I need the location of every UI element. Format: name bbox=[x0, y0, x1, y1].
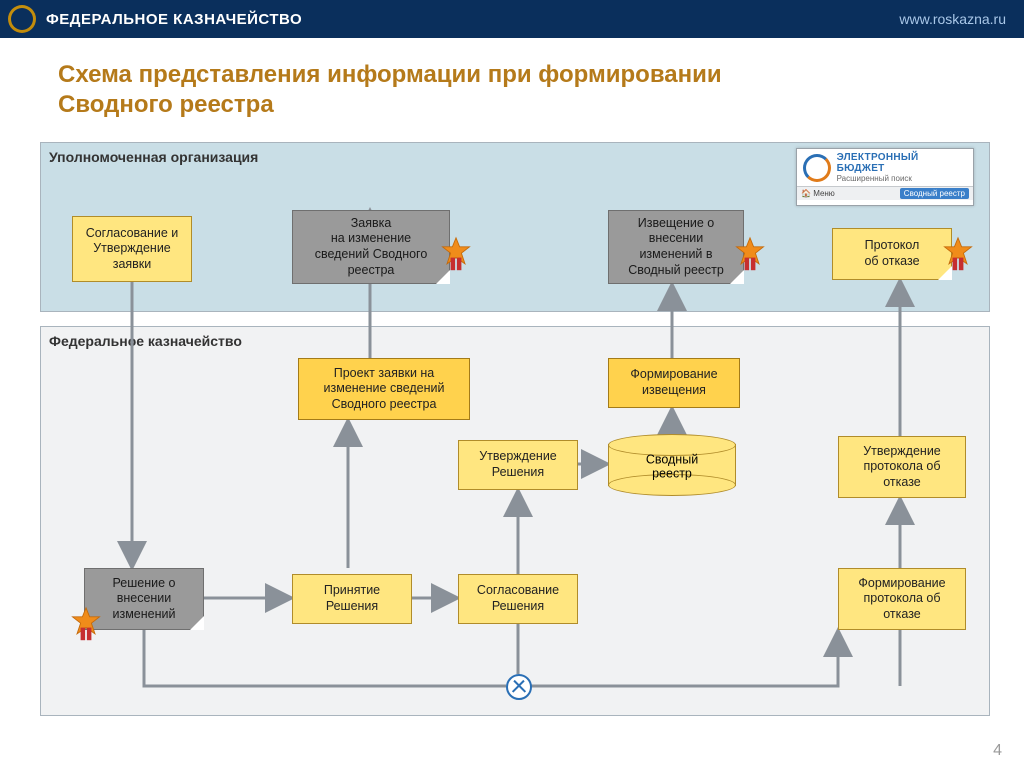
node-n5: Проект заявки наизменение сведенийСводно… bbox=[298, 358, 470, 420]
swimlane-bottom-label: Федеральное казначейство bbox=[49, 333, 242, 349]
node-n3: Извещение овнесенииизменений вСводный ре… bbox=[608, 210, 744, 284]
header-url: www.roskazna.ru bbox=[899, 11, 1006, 27]
badge-icon bbox=[438, 236, 474, 272]
widget-logo-icon bbox=[803, 154, 831, 182]
page-number: 4 bbox=[993, 742, 1002, 760]
swimlane-top-label: Уполномоченная организация bbox=[49, 149, 258, 165]
widget-bottom-bar: 🏠 Меню Сводный реестр bbox=[797, 186, 973, 200]
node-n9: Утверждениепротокола оботказе bbox=[838, 436, 966, 498]
node-n8: Сводныйреестр bbox=[608, 434, 736, 496]
node-n6: Формированиеизвещения bbox=[608, 358, 740, 408]
slide-title: Схема представления информации при форми… bbox=[58, 60, 722, 120]
node-n13: Формированиепротокола оботказе bbox=[838, 568, 966, 630]
emblem-icon bbox=[8, 5, 36, 33]
widget-menu: Меню bbox=[813, 189, 835, 198]
node-n1: Согласование иУтверждениезаявки bbox=[72, 216, 192, 282]
node-n2: Заявкана изменениесведений Сводногореест… bbox=[292, 210, 450, 284]
badge-icon bbox=[940, 236, 976, 272]
electronic-budget-widget: ЭЛЕКТРОННЫЙ БЮДЖЕТ Расширенный поиск 🏠 М… bbox=[796, 148, 974, 206]
node-n11: ПринятиеРешения bbox=[292, 574, 412, 624]
widget-button[interactable]: Сводный реестр bbox=[900, 188, 969, 199]
node-n4: Протоколоб отказе bbox=[832, 228, 952, 280]
swimlane-bottom: Федеральное казначейство bbox=[40, 326, 990, 716]
slide-body: Схема представления информации при форми… bbox=[0, 38, 1024, 768]
widget-subtitle: Расширенный поиск bbox=[837, 174, 967, 183]
node-n12: СогласованиеРешения bbox=[458, 574, 578, 624]
header-org: ФЕДЕРАЛЬНОЕ КАЗНАЧЕЙСТВО bbox=[46, 11, 302, 28]
node-n7: УтверждениеРешения bbox=[458, 440, 578, 490]
app-header: ФЕДЕРАЛЬНОЕ КАЗНАЧЕЙСТВО www.roskazna.ru bbox=[0, 0, 1024, 38]
badge-icon bbox=[68, 606, 104, 642]
widget-top: ЭЛЕКТРОННЫЙ БЮДЖЕТ Расширенный поиск bbox=[797, 149, 973, 186]
header-left: ФЕДЕРАЛЬНОЕ КАЗНАЧЕЙСТВО bbox=[8, 5, 302, 33]
widget-title: ЭЛЕКТРОННЫЙ БЮДЖЕТ bbox=[837, 152, 967, 174]
badge-icon bbox=[732, 236, 768, 272]
